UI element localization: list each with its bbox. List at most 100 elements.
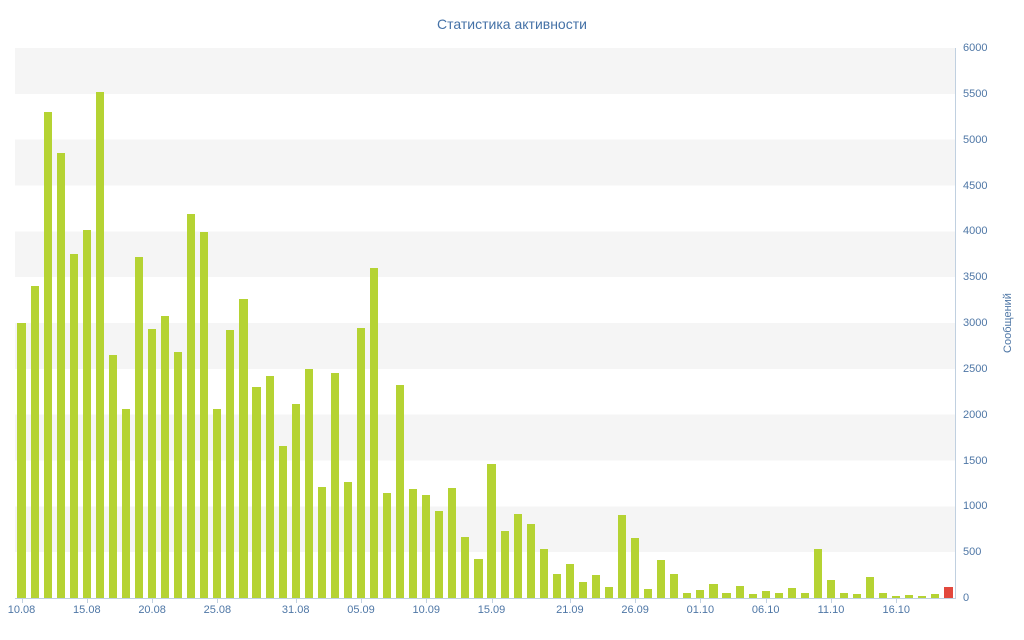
bar[interactable] [30,286,39,598]
bar[interactable] [226,330,235,598]
bar[interactable] [866,576,875,598]
y-axis-label: 500 [963,546,982,559]
bar[interactable] [513,513,522,598]
x-axis-label: 10.08 [7,604,36,616]
bar[interactable] [291,403,300,598]
y-axis-label: 1500 [963,454,988,467]
bar[interactable] [631,537,640,598]
bar[interactable] [43,112,52,598]
bar[interactable] [879,593,888,598]
bar[interactable] [787,587,796,598]
bar[interactable] [56,152,65,598]
bar[interactable] [317,487,326,598]
bar[interactable] [461,536,470,598]
bar[interactable] [148,329,157,598]
bar[interactable] [213,409,222,598]
bar[interactable] [683,593,692,598]
bar[interactable] [343,481,352,598]
bar[interactable] [200,232,209,598]
bar[interactable] [265,376,274,598]
bar[interactable] [552,574,561,598]
bar[interactable] [487,464,496,598]
y-axis-label: 3500 [963,271,988,284]
x-axis-tick [635,598,637,603]
bar[interactable] [17,323,26,598]
x-axis-tick [426,598,428,603]
bar[interactable] [108,355,117,598]
bar[interactable] [800,592,809,598]
bar[interactable] [526,523,535,598]
bar[interactable] [474,558,483,598]
bar[interactable] [356,327,366,598]
bar[interactable] [813,548,822,598]
bar[interactable] [82,229,91,598]
bar[interactable] [931,594,940,598]
x-axis-label: 15.08 [73,604,101,616]
bar[interactable] [304,368,313,598]
bar[interactable] [670,574,679,598]
x-axis-tick [896,598,898,603]
bar[interactable] [618,514,627,598]
x-axis-line [15,598,956,599]
bar[interactable] [448,488,457,598]
bar[interactable] [174,352,183,598]
bar[interactable] [121,409,131,598]
bar[interactable] [604,587,614,598]
bar[interactable] [918,596,927,598]
x-axis-tick [569,598,571,603]
y-axis-label: 1000 [963,500,988,513]
bar[interactable] [187,213,196,598]
bar[interactable] [69,254,78,598]
x-axis-tick [217,598,219,603]
bar[interactable] [252,387,261,598]
bar[interactable] [696,589,705,598]
bar[interactable] [422,495,431,598]
bar[interactable] [95,92,104,598]
bar[interactable] [330,373,339,598]
bar[interactable] [748,594,757,598]
x-axis-label: 05.09 [347,604,375,616]
x-axis-label: 31.08 [281,604,310,616]
bar[interactable] [839,592,849,598]
bar[interactable] [826,579,836,598]
bar[interactable] [722,592,731,598]
bar[interactable] [735,586,744,598]
bar[interactable] [578,581,587,598]
x-axis-tick [295,598,297,603]
y-axis-title: Сообщений [1002,293,1014,353]
bar[interactable] [383,492,392,598]
x-axis-label: 26.09 [621,604,649,616]
bar[interactable] [278,445,287,598]
x-axis-tick [86,598,88,603]
bar[interactable] [134,257,144,598]
bar[interactable] [565,564,574,598]
y-axis-label: 3000 [963,317,988,329]
bar[interactable] [539,548,548,598]
x-axis-tick [830,598,832,603]
bar[interactable] [892,596,901,598]
bar[interactable] [239,299,248,598]
x-axis-tick [152,598,154,603]
bar[interactable] [905,595,914,598]
x-axis-label: 10.09 [412,604,441,616]
y-axis-label: 6000 [963,42,988,54]
bar[interactable] [369,268,379,598]
x-axis-label: 21.09 [556,604,584,616]
bar[interactable] [944,587,953,598]
bar[interactable] [709,584,718,598]
bar[interactable] [409,488,418,598]
bar[interactable] [657,559,666,598]
bar[interactable] [161,315,170,598]
x-axis-label: 20.08 [138,604,166,616]
y-axis-label: 0 [963,592,970,604]
bar[interactable] [500,531,509,598]
x-axis-label: 01.10 [686,604,715,616]
bar[interactable] [591,575,601,598]
bar[interactable] [853,594,862,598]
bar[interactable] [761,590,770,598]
bar[interactable] [435,510,444,598]
bar[interactable] [644,588,653,598]
bar[interactable] [396,385,405,598]
bar[interactable] [774,592,783,598]
